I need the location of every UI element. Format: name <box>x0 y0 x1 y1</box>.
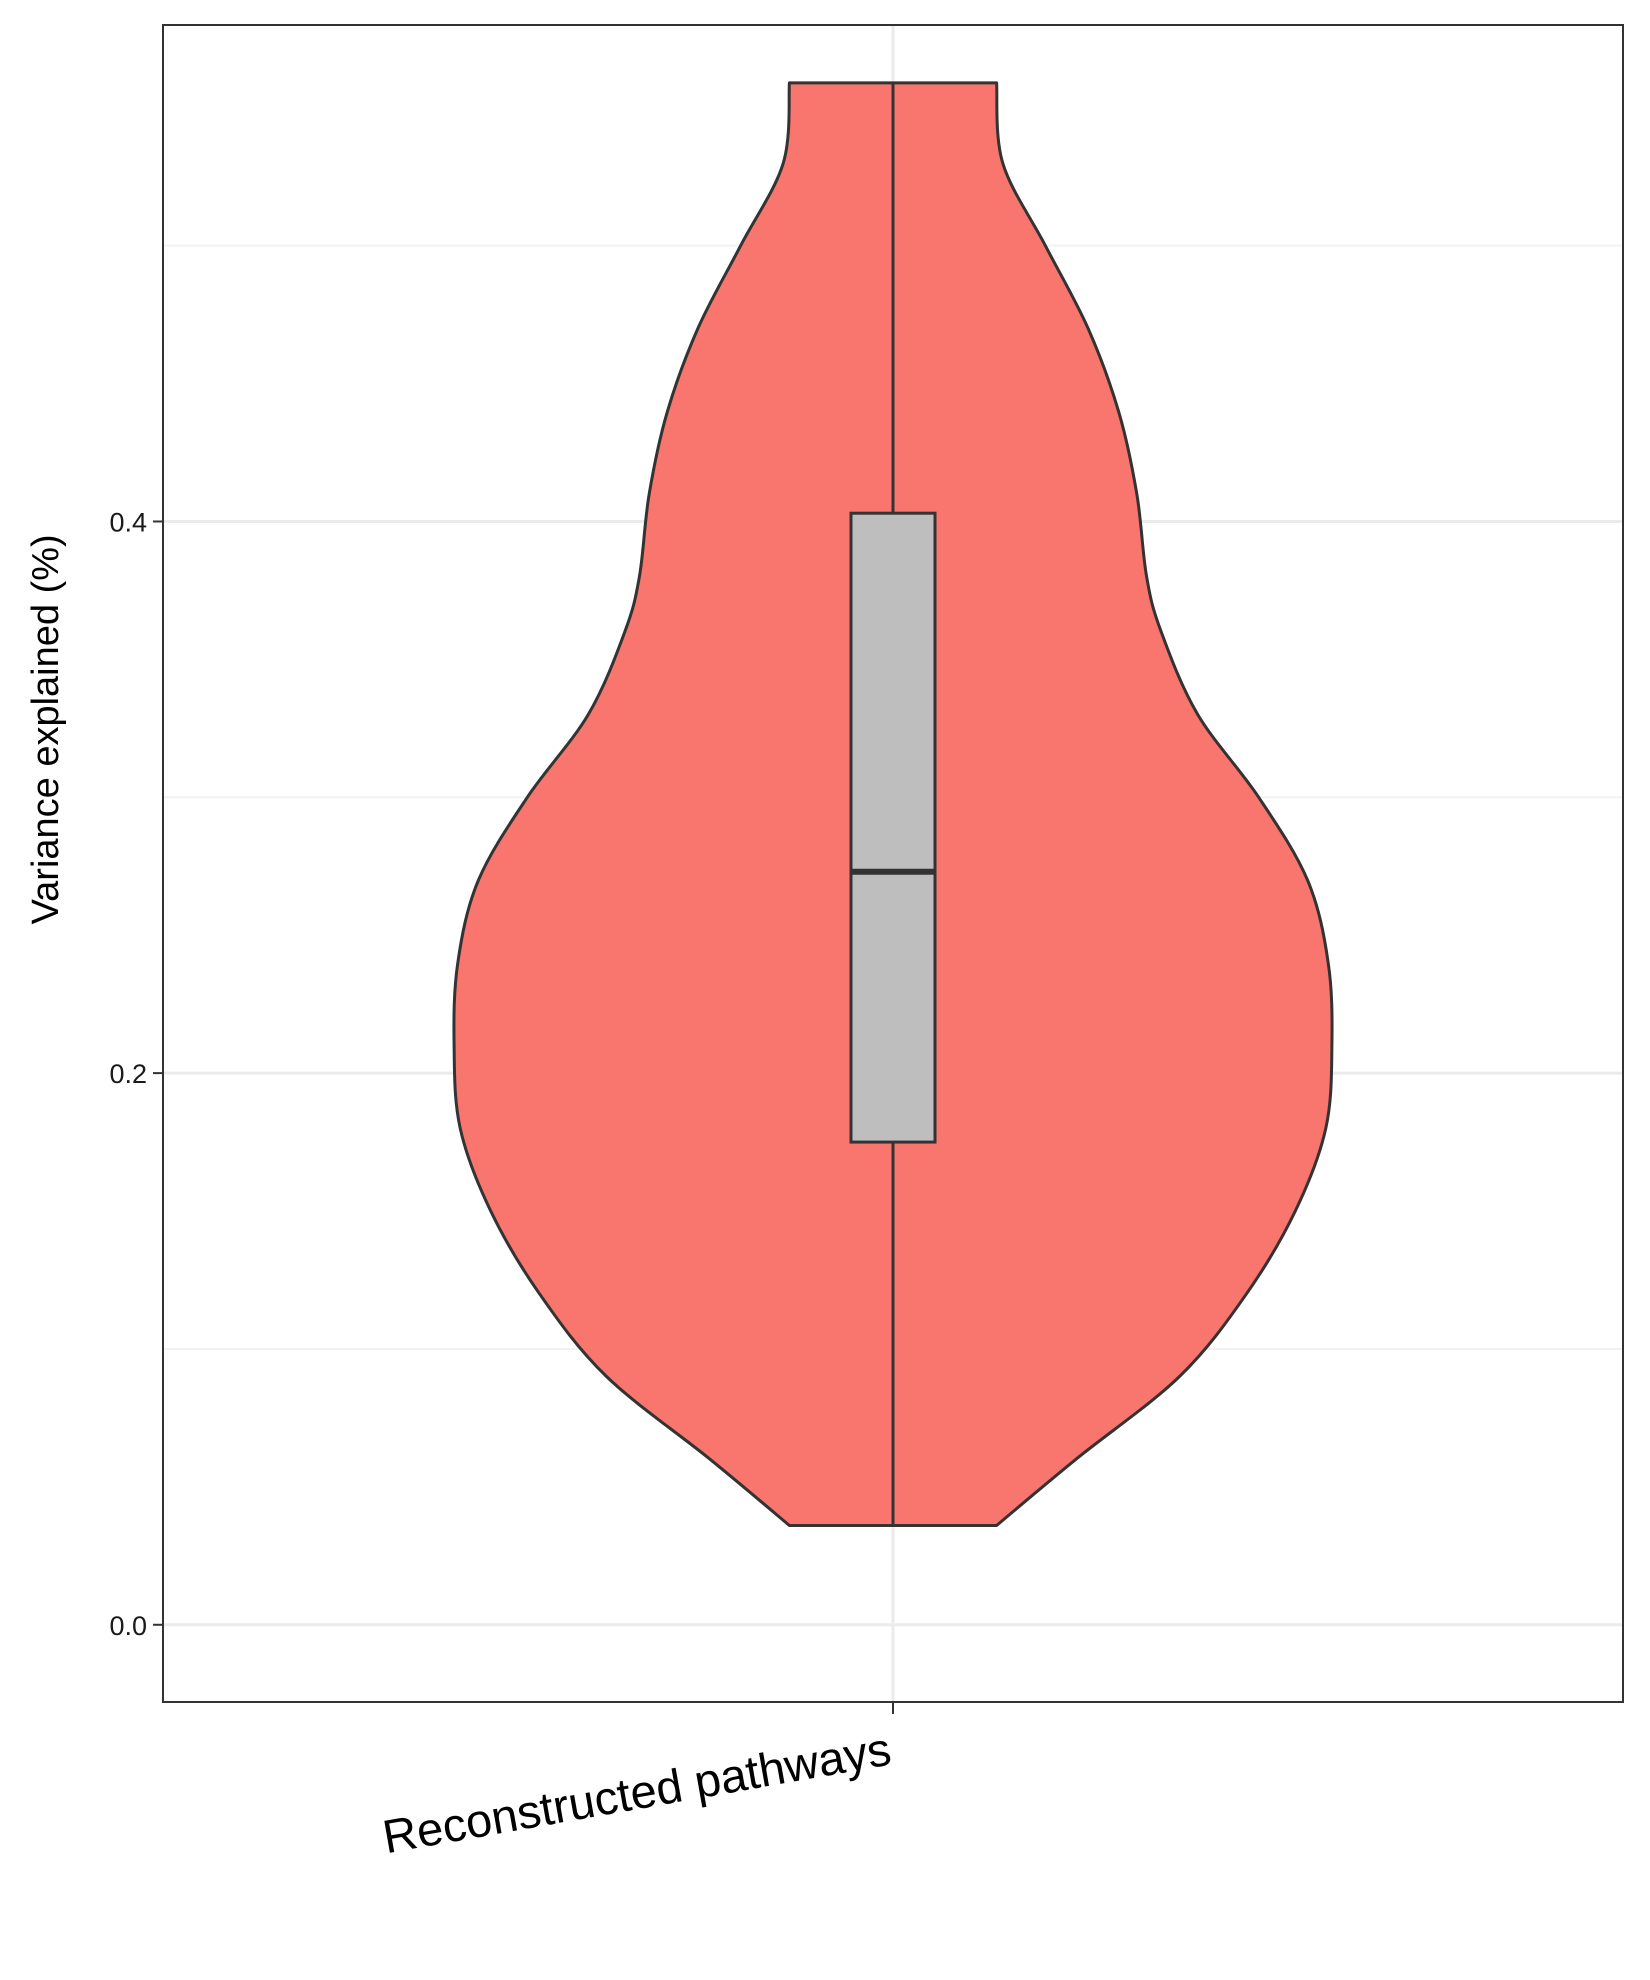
y-axis: 0.0 0.2 0.4 <box>109 507 163 1641</box>
y-tick-label: 0.2 <box>109 1059 147 1089</box>
y-tick-label: 0.4 <box>109 507 147 537</box>
boxplot-layer <box>849 82 937 1526</box>
box-iqr <box>849 511 937 1144</box>
y-tick-label: 0.0 <box>109 1611 147 1641</box>
y-axis-title: Variance explained (%) <box>25 534 67 924</box>
